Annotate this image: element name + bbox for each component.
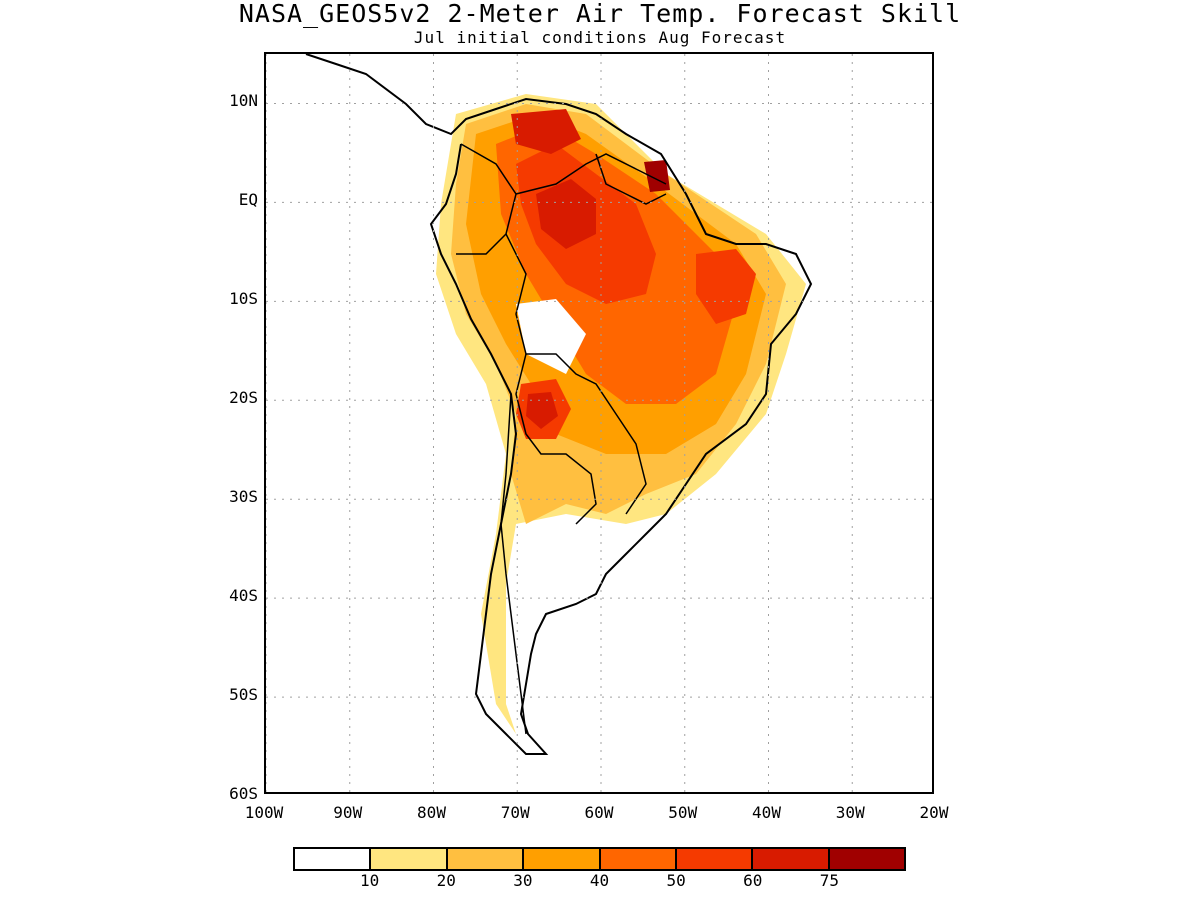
map-canvas — [266, 54, 932, 792]
x-tick-label: 40W — [752, 803, 781, 822]
y-tick-label: 20S — [229, 388, 258, 408]
legend-label: 40 — [589, 871, 610, 890]
x-tick-label: 60W — [584, 803, 614, 822]
x-tick-label: 30W — [835, 803, 865, 822]
legend-label: 20 — [436, 871, 456, 890]
x-tick-label: 100W — [244, 803, 284, 822]
legend-swatch — [447, 849, 525, 869]
shade-below-10-south — [521, 534, 626, 614]
border-2 — [515, 153, 667, 195]
legend-label: 30 — [513, 871, 533, 890]
legend-label: 60 — [743, 871, 763, 890]
legend-swatch — [753, 849, 830, 869]
legend-swatch — [600, 849, 677, 869]
legend-swatch — [524, 849, 601, 869]
shade-60-75 — [536, 179, 596, 249]
legend-label: 75 — [819, 871, 839, 890]
x-tick-label: 80W — [417, 803, 446, 822]
coastline — [305, 54, 813, 755]
legend-label: 10 — [359, 871, 380, 890]
legend-swatch — [295, 849, 372, 869]
shade-50-60-east — [696, 249, 756, 324]
border-5 — [500, 393, 527, 735]
shade-60-75-north — [511, 109, 581, 154]
legend-swatch — [829, 849, 904, 869]
y-tick-label: EQ — [238, 190, 258, 210]
border-6 — [595, 153, 667, 205]
y-tick-label: 40S — [229, 586, 258, 606]
skill-shading — [436, 94, 806, 734]
y-tick-label: 60S — [229, 784, 258, 803]
y-tick-label: 50S — [229, 685, 258, 705]
y-tick-label: 30S — [229, 487, 258, 507]
legend-label: 50 — [666, 871, 686, 890]
legend-swatch — [371, 849, 448, 869]
chart-title: NASA_GEOS5v2 2-Meter Air Temp. Forecast … — [238, 0, 962, 28]
map-frame — [264, 52, 934, 794]
border-3 — [505, 233, 647, 515]
shade-60-75-chaco — [526, 392, 558, 429]
x-tick-label: 70W — [500, 803, 530, 822]
x-tick-label: 90W — [333, 803, 363, 822]
x-tick-label: 50W — [668, 803, 698, 822]
border-1 — [456, 143, 517, 255]
y-tick-label: 10N — [229, 91, 258, 111]
legend-swatch — [676, 849, 754, 869]
shade-75-plus — [644, 160, 670, 192]
y-tick-label: 10S — [229, 289, 258, 309]
color-legend — [293, 847, 906, 871]
x-tick-label: 20W — [919, 803, 949, 822]
chart-subtitle: Jul initial conditions Aug Forecast — [413, 28, 787, 47]
shade-below-10 — [516, 299, 586, 374]
